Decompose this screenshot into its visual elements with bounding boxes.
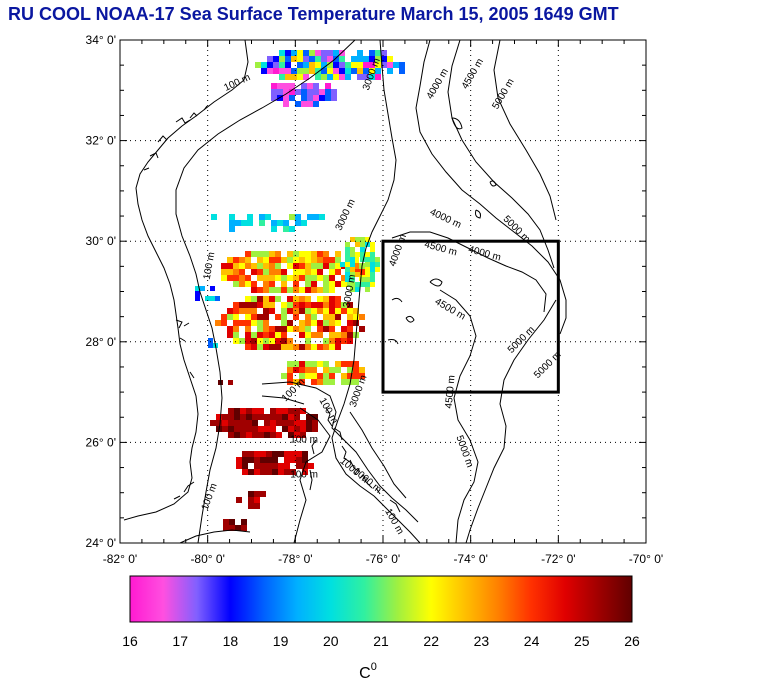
colorbar-tick-label: 19 [273,633,289,649]
isobath-5000m-south [465,299,557,543]
latitude-label: 26° 0' [86,435,116,449]
longitude-label: -74° 0' [453,552,487,566]
isobath-4500m-south [439,289,479,543]
longitude-labels: -82° 0' -80° 0' -78° 0' -76° 0' -74° 0' -72° … [103,552,663,566]
longitude-label: -76° 0' [366,552,400,566]
isobath-label: 100 m [202,251,218,280]
sst-pixel-layer [195,50,405,531]
seamount-contours [387,117,497,345]
longitude-label: -78° 0' [278,552,312,566]
colorbar: 16 17 18 19 20 21 22 23 24 25 26 C0 [122,575,640,680]
colorbar-tick-label: 22 [423,633,439,649]
latitude-label: 34° 0' [86,33,116,47]
longitude-label: -70° 0' [629,552,663,566]
region-of-interest-box [381,239,560,394]
longitude-label: -72° 0' [541,552,575,566]
colorbar-tick-label: 26 [624,633,640,649]
coastal-marsh-detail [143,105,208,500]
colorbar-tick-label: 25 [574,633,590,649]
colorbar-tick-labels: 16 17 18 19 20 21 22 23 24 25 26 [122,633,640,649]
latitude-labels: 34° 0' 32° 0' 30° 0' 28° 0' 26° 0' 24° 0' [86,33,116,550]
bahamas-bank-outline [261,381,419,543]
latitude-label: 32° 0' [86,134,116,148]
latitude-label: 30° 0' [86,234,116,248]
colorbar-tick-label: 21 [373,633,389,649]
colorbar-swatch [129,575,633,623]
colorbar-tick-label: 20 [323,633,339,649]
longitude-label: -80° 0' [190,552,224,566]
isobath-100m [175,40,356,543]
cuba-coastline [179,529,251,543]
isobath-label: 100 m [290,470,318,481]
colorbar-tick-label: 16 [122,633,138,649]
colorbar-tick-label: 24 [524,633,540,649]
colorbar-tick-label: 18 [223,633,239,649]
us-coastline [123,40,249,521]
isobath-5000m [493,40,557,221]
isobath-label: 100 m [290,434,318,445]
isobath-4000m-inner [391,231,547,313]
map-frame [119,39,647,544]
latitude-label: 28° 0' [86,335,116,349]
isobath-3000m [331,40,421,543]
latitude-label: 24° 0' [86,536,116,550]
isobath-4000m [415,40,567,335]
colorbar-tick-label: 17 [172,633,188,649]
longitude-label: -82° 0' [103,552,137,566]
bahamas-islands [309,407,401,513]
map-title: RU COOL NOAA-17 Sea Surface Temperature … [8,4,619,24]
isobath-4500m [447,40,555,269]
colorbar-tick-label: 23 [474,633,490,649]
colorbar-unit: C0 [359,661,377,680]
